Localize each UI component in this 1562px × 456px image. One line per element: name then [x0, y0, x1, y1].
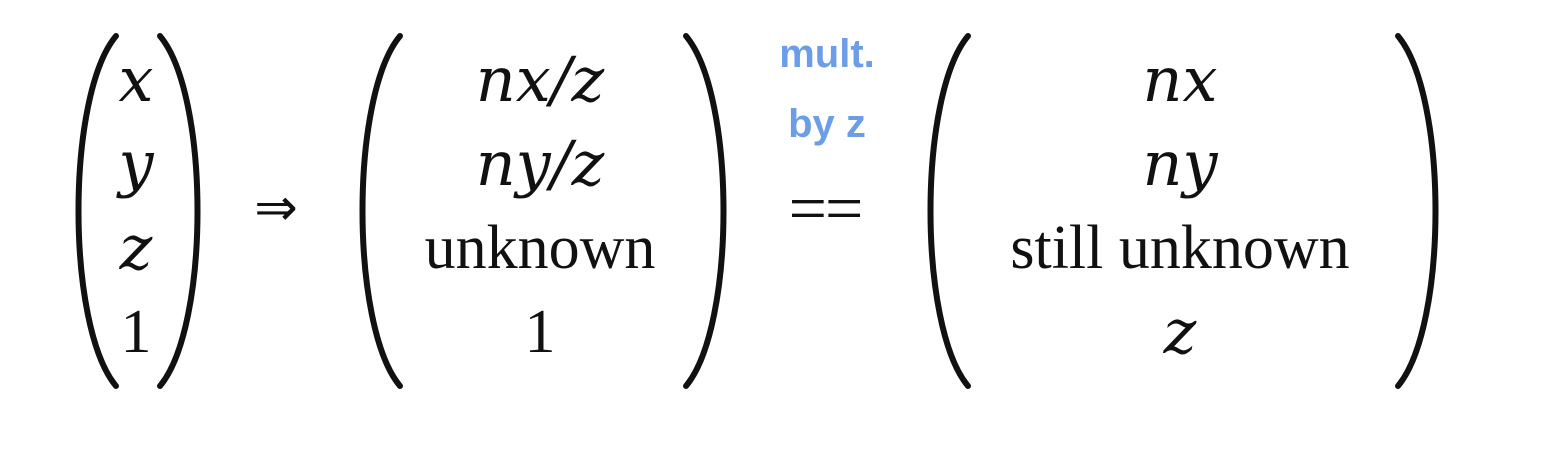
middle-vector-open-paren [350, 33, 410, 389]
right-vector-row-4: z [1163, 295, 1197, 368]
left-vector-row-1: x [118, 43, 154, 116]
right-vector-open-paren [918, 33, 978, 389]
right-vector-row-3: still unknown [1010, 214, 1350, 282]
implies-arrow: ⇒ [254, 178, 298, 238]
equals-sign: == [788, 170, 864, 246]
left-vector-row-2: y [118, 127, 154, 200]
right-vector-row-1: nx [1142, 43, 1218, 116]
middle-vector-row-3: unknown [424, 214, 656, 282]
left-vector-row-3: z [119, 211, 153, 284]
middle-vector-row-2: ny/z [475, 127, 605, 200]
left-vector-row-4: 1 [120, 298, 152, 366]
annotation-line-1: mult. [779, 32, 875, 76]
annotation-line-2: by z [788, 102, 866, 146]
middle-vector-close-paren [676, 33, 736, 389]
middle-vector-row-4: 1 [524, 298, 556, 366]
right-vector-row-2: ny [1142, 127, 1218, 200]
right-vector-close-paren [1388, 33, 1448, 389]
left-vector-close-paren [150, 33, 210, 389]
middle-vector-row-1: nx/z [475, 43, 605, 116]
left-vector-open-paren [66, 33, 126, 389]
